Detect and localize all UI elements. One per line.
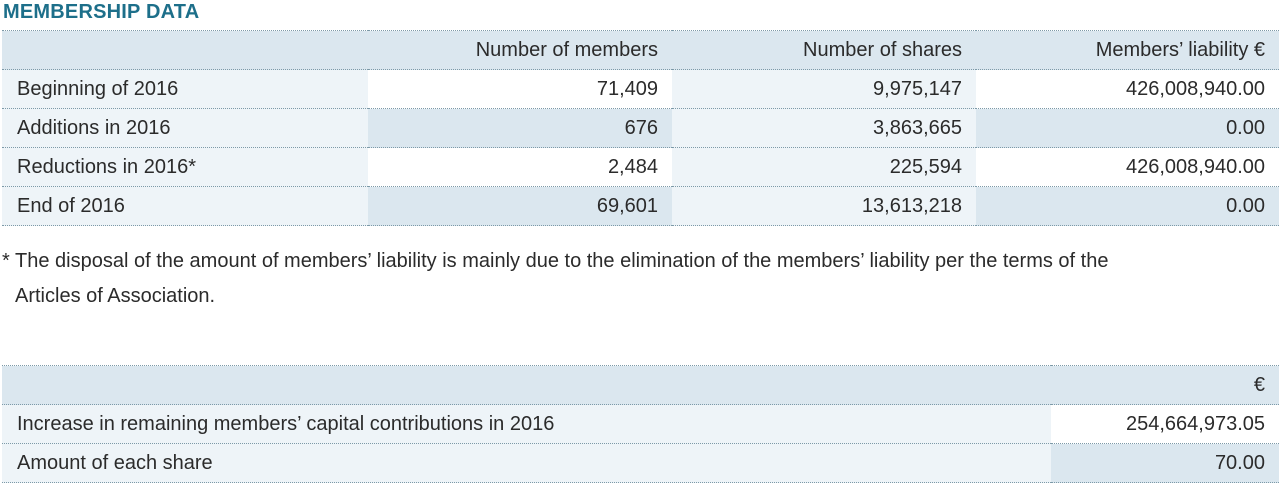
table-header-row: Number of members Number of shares Membe… xyxy=(2,30,1279,70)
cell-liability: 0.00 xyxy=(976,186,1279,226)
row-label: Additions in 2016 xyxy=(2,108,368,148)
capital-contributions-table: € Increase in remaining members’ capital… xyxy=(2,365,1279,483)
header-number-of-shares: Number of shares xyxy=(672,30,976,70)
header-euro: € xyxy=(1051,365,1279,405)
header-empty xyxy=(2,365,1051,405)
row-label: Amount of each share xyxy=(2,443,1051,483)
header-members-liability: Members’ liability € xyxy=(976,30,1279,70)
footnote-marker: * xyxy=(2,250,10,272)
cell-members: 69,601 xyxy=(368,186,672,226)
cell-value: 254,664,973.05 xyxy=(1051,404,1279,444)
footnote-line-2: Articles of Association. xyxy=(15,285,216,307)
table-row: Amount of each share 70.00 xyxy=(2,443,1279,483)
cell-shares: 3,863,665 xyxy=(672,108,976,148)
cell-liability: 426,008,940.00 xyxy=(976,69,1279,109)
cell-members: 676 xyxy=(368,108,672,148)
cell-value: 70.00 xyxy=(1051,443,1279,483)
cell-members: 71,409 xyxy=(368,69,672,109)
cell-shares: 9,975,147 xyxy=(672,69,976,109)
header-empty xyxy=(2,30,368,70)
header-number-of-members: Number of members xyxy=(368,30,672,70)
row-label: Reductions in 2016* xyxy=(2,147,368,187)
footnote: * The disposal of the amount of members’ … xyxy=(2,244,1278,314)
row-label: Beginning of 2016 xyxy=(2,69,368,109)
cell-liability: 0.00 xyxy=(976,108,1279,148)
table-row: Beginning of 2016 71,409 9,975,147 426,0… xyxy=(2,69,1279,109)
table-header-row: € xyxy=(2,365,1279,405)
section-title: MEMBERSHIP DATA xyxy=(3,1,200,23)
table-row: Increase in remaining members’ capital c… xyxy=(2,404,1279,444)
table-row: End of 2016 69,601 13,613,218 0.00 xyxy=(2,186,1279,226)
table-row: Additions in 2016 676 3,863,665 0.00 xyxy=(2,108,1279,148)
membership-table: Number of members Number of shares Membe… xyxy=(2,30,1279,226)
cell-shares: 13,613,218 xyxy=(672,186,976,226)
cell-liability: 426,008,940.00 xyxy=(976,147,1279,187)
cell-shares: 225,594 xyxy=(672,147,976,187)
cell-members: 2,484 xyxy=(368,147,672,187)
row-label: End of 2016 xyxy=(2,186,368,226)
table-row: Reductions in 2016* 2,484 225,594 426,00… xyxy=(2,147,1279,187)
row-label: Increase in remaining members’ capital c… xyxy=(2,404,1051,444)
footnote-line-1: The disposal of the amount of members’ l… xyxy=(15,250,1109,272)
